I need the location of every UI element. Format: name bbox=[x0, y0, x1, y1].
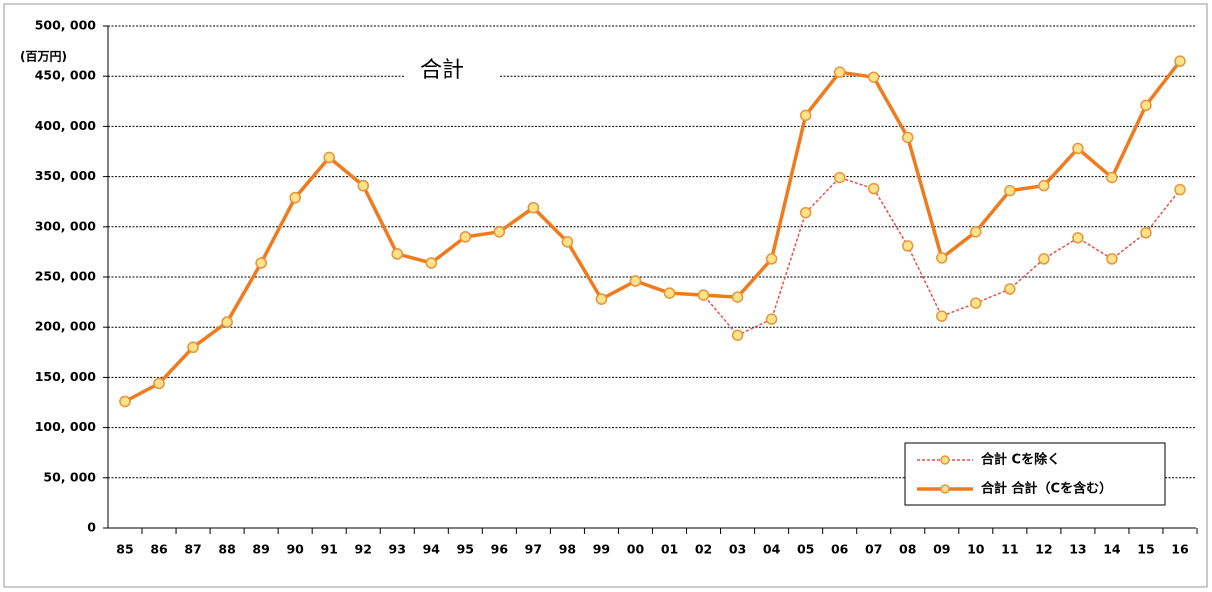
chart-title: 合計 bbox=[420, 58, 464, 83]
x-tick-label: 09 bbox=[933, 542, 950, 557]
x-tick-label: 02 bbox=[695, 542, 712, 557]
marker bbox=[731, 329, 744, 341]
marker bbox=[936, 310, 948, 322]
x-tick-label: 88 bbox=[218, 542, 235, 557]
marker bbox=[833, 66, 846, 78]
marker bbox=[1038, 253, 1050, 265]
x-tick-label: 99 bbox=[593, 542, 610, 557]
series-line bbox=[124, 60, 1182, 404]
y-tick-label: 500, 000 bbox=[35, 18, 97, 33]
marker bbox=[425, 257, 438, 269]
marker bbox=[867, 182, 880, 195]
x-tick-label: 16 bbox=[1171, 542, 1189, 557]
marker bbox=[901, 240, 914, 252]
x-tick-label: 08 bbox=[899, 542, 916, 557]
marker bbox=[1174, 55, 1186, 67]
x-tick-label: 06 bbox=[831, 542, 849, 557]
marker bbox=[527, 201, 540, 214]
x-tick-label: 91 bbox=[320, 542, 337, 557]
x-tick-label: 10 bbox=[967, 542, 985, 557]
x-tick-label: 11 bbox=[1001, 542, 1018, 557]
x-tick-label: 85 bbox=[116, 542, 133, 557]
x-tick-label: 86 bbox=[150, 542, 168, 557]
marker bbox=[629, 275, 642, 287]
x-tick-label: 14 bbox=[1103, 542, 1121, 557]
legend-label: 合計 合計（Cを含む） bbox=[981, 481, 1112, 497]
legend-marker bbox=[940, 484, 950, 494]
marker bbox=[221, 316, 233, 328]
marker bbox=[289, 191, 301, 204]
marker bbox=[765, 253, 778, 265]
y-tick-label: 250, 000 bbox=[35, 269, 97, 284]
y-tick-label: 400, 000 bbox=[35, 118, 97, 133]
x-tick-label: 12 bbox=[1035, 542, 1052, 557]
marker bbox=[1072, 232, 1084, 244]
marker bbox=[1106, 253, 1118, 265]
legend-box bbox=[904, 442, 1166, 506]
x-tick-label: 89 bbox=[252, 542, 269, 557]
marker bbox=[493, 226, 506, 238]
x-tick-label: 94 bbox=[423, 542, 441, 557]
y-tick-label: 350, 000 bbox=[35, 168, 97, 183]
y-tick-label: 300, 000 bbox=[35, 218, 97, 233]
x-tick-label: 15 bbox=[1137, 542, 1154, 557]
y-tick-label: 100, 000 bbox=[35, 419, 97, 434]
marker bbox=[595, 293, 608, 305]
marker bbox=[765, 313, 778, 325]
marker bbox=[731, 291, 744, 303]
marker bbox=[561, 236, 574, 248]
y-axis-label: (百万円) bbox=[20, 50, 67, 64]
marker bbox=[1140, 99, 1152, 112]
x-tick-label: 98 bbox=[559, 542, 576, 557]
x-tick-label: 00 bbox=[627, 542, 645, 557]
marker bbox=[901, 131, 914, 144]
marker bbox=[255, 257, 267, 269]
x-tick-label: 92 bbox=[355, 542, 372, 557]
title-bg bbox=[405, 50, 500, 90]
y-tick-label: 450, 000 bbox=[35, 68, 97, 83]
marker bbox=[867, 71, 880, 83]
marker bbox=[187, 341, 199, 354]
x-tick-label: 13 bbox=[1069, 542, 1086, 557]
legend-label: 合計 Cを除く bbox=[981, 452, 1060, 468]
marker bbox=[1140, 227, 1152, 239]
marker bbox=[1174, 183, 1186, 196]
y-tick-label: 50, 000 bbox=[43, 469, 96, 484]
marker bbox=[153, 377, 165, 390]
y-tick-label: 0 bbox=[87, 520, 96, 535]
marker bbox=[391, 248, 404, 260]
x-tick-label: 93 bbox=[389, 542, 406, 557]
marker bbox=[936, 252, 948, 264]
marker bbox=[323, 151, 335, 164]
marker bbox=[799, 206, 812, 219]
marker bbox=[119, 395, 131, 408]
x-tick-label: 07 bbox=[865, 542, 882, 557]
marker bbox=[833, 171, 846, 184]
x-tick-label: 87 bbox=[184, 542, 201, 557]
x-tick-label: 05 bbox=[797, 542, 814, 557]
y-tick-label: 200, 000 bbox=[35, 319, 97, 334]
marker bbox=[459, 231, 472, 243]
x-tick-label: 96 bbox=[491, 542, 509, 557]
marker bbox=[1038, 179, 1050, 192]
marker bbox=[970, 226, 982, 238]
x-tick-label: 04 bbox=[763, 542, 781, 557]
y-tick-label: 150, 000 bbox=[35, 369, 97, 384]
marker bbox=[1072, 142, 1084, 155]
x-tick-label: 97 bbox=[525, 542, 542, 557]
marker bbox=[1004, 184, 1016, 197]
legend-marker bbox=[940, 455, 950, 465]
x-tick-label: 03 bbox=[729, 542, 746, 557]
marker bbox=[799, 109, 812, 122]
marker bbox=[1106, 171, 1118, 184]
x-tick-label: 90 bbox=[286, 542, 304, 557]
marker bbox=[663, 287, 676, 299]
marker bbox=[970, 297, 982, 309]
marker bbox=[697, 289, 710, 301]
marker bbox=[1004, 283, 1016, 295]
x-tick-label: 01 bbox=[661, 542, 678, 557]
x-tick-label: 95 bbox=[457, 542, 474, 557]
marker bbox=[357, 179, 369, 192]
